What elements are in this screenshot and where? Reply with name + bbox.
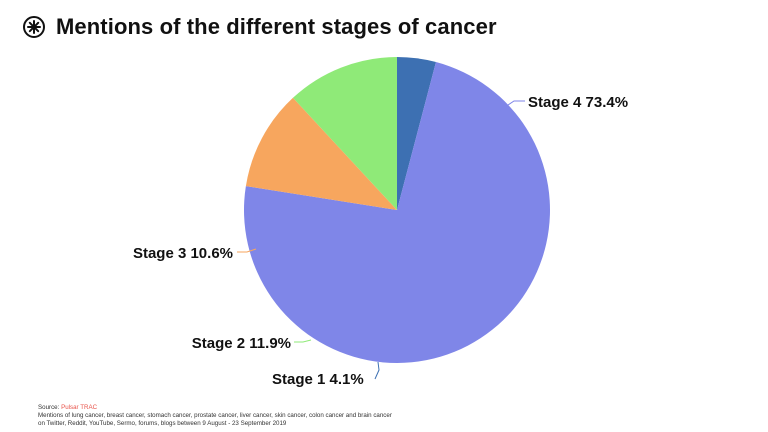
slice-label-stage-2: Stage 2 11.9%: [192, 335, 291, 352]
pie-slice-stage-2: [292, 57, 397, 210]
chart-header: Mentions of the different stages of canc…: [22, 14, 497, 40]
leader-line-stage-2: [294, 339, 312, 343]
source-link[interactable]: Pulsar TRAC: [61, 404, 98, 411]
leader-line-stage-1: [374, 361, 380, 380]
pie-slice-stage-4: [243, 62, 550, 364]
pie-slices: [243, 57, 550, 364]
source-line: Source: Pulsar TRAC: [38, 404, 392, 412]
leader-line-stage-3: [237, 248, 257, 253]
source-label: Source:: [38, 404, 60, 411]
slice-label-stage-1: Stage 1 4.1%: [272, 371, 364, 388]
footer-note-line-1: Mentions of lung cancer, breast cancer, …: [38, 412, 392, 419]
pulsar-logo-icon: [23, 16, 45, 38]
leader-line-stage-4: [498, 100, 525, 112]
pie-slice-stage-1: [397, 57, 436, 210]
slice-label-stage-3: Stage 3 10.6%: [133, 245, 233, 262]
slice-label-stage-4: Stage 4 73.4%: [528, 94, 628, 111]
leader-lines: [237, 100, 525, 380]
chart-title: Mentions of the different stages of canc…: [56, 14, 497, 39]
chart-footer: Source: Pulsar TRAC Mentions of lung can…: [38, 404, 392, 428]
footer-note-line-2: on Twitter, Reddit, YouTube, Sermo, foru…: [38, 420, 287, 427]
pie-slice-stage-3: [245, 97, 397, 210]
slice-labels: Stage 1 4.1% Stage 4 73.4% Stage 3 10.6% St…: [133, 94, 628, 388]
